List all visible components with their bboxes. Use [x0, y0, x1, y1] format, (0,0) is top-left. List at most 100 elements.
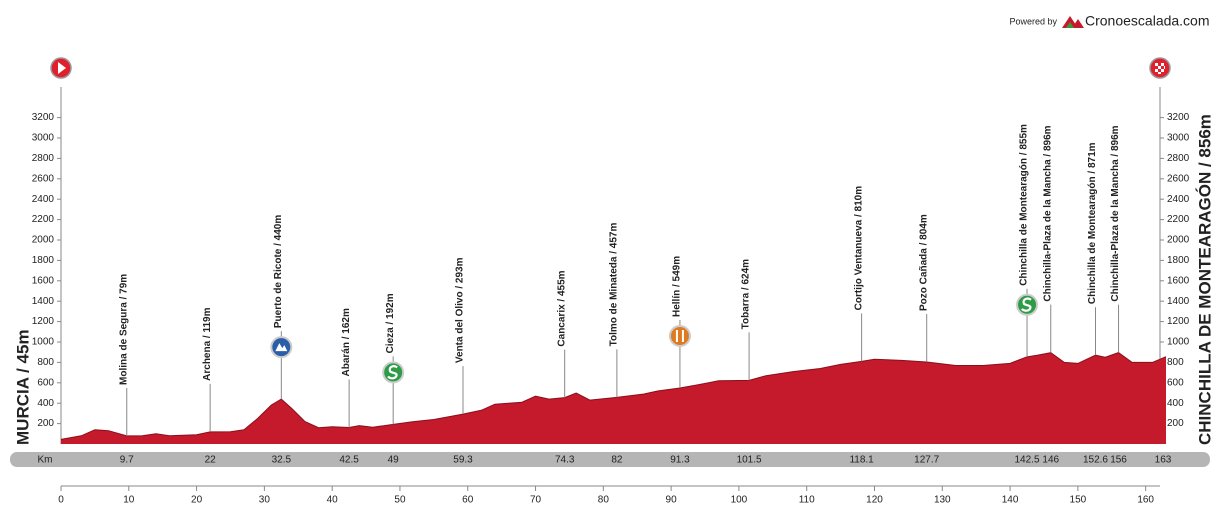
- y-tick-label-right: 2800: [1167, 153, 1190, 164]
- x-tick-label: 160: [1137, 495, 1154, 506]
- x-tick-label: 30: [259, 495, 271, 506]
- x-tick-label: 130: [934, 495, 951, 506]
- finish-icon-check: [1155, 63, 1165, 74]
- y-tick-label-right: 200: [1167, 418, 1184, 429]
- y-tick-label: 3000: [32, 133, 55, 144]
- x-tick-label: 0: [58, 495, 64, 506]
- km-strip-end: 163: [1155, 455, 1172, 466]
- waypoint-label: Tolmo de Minateda / 457m: [609, 223, 620, 347]
- x-tick-label: 50: [394, 495, 406, 506]
- waypoint-label: Abarán / 162m: [341, 308, 352, 376]
- y-tick-label: 1600: [32, 275, 55, 286]
- climb-glyph: [275, 343, 288, 352]
- y-tick-label-right: 2600: [1167, 173, 1190, 184]
- sprint-glyph: [387, 365, 398, 380]
- y-tick-label-right: 1000: [1167, 337, 1190, 348]
- sprint-glyph: [1021, 297, 1032, 312]
- y-tick-label-right: 2200: [1167, 214, 1190, 225]
- km-strip-label: 152.6: [1083, 455, 1108, 466]
- x-tick-label: 90: [666, 495, 678, 506]
- y-tick-label-right: 2400: [1167, 194, 1190, 205]
- y-tick-label-right: 400: [1167, 398, 1184, 409]
- km-strip-label: 127.7: [914, 455, 939, 466]
- elevation-area: [61, 352, 1166, 444]
- powered-by: Powered by: [1009, 16, 1057, 26]
- brand-logo: [1062, 16, 1084, 28]
- waypoint-label: Puerto de Ricote / 440m: [273, 215, 284, 328]
- x-tick-label: 60: [462, 495, 474, 506]
- km-strip-label: 49: [388, 455, 400, 466]
- km-strip-label: 91.3: [670, 455, 690, 466]
- y-tick-label-right: 1200: [1167, 316, 1190, 327]
- y-tick-label: 3200: [32, 112, 55, 123]
- waypoint-label: Molina de Segura / 79m: [118, 274, 129, 385]
- y-tick-label-right: 800: [1167, 357, 1184, 368]
- y-tick-label: 800: [37, 357, 54, 368]
- waypoint-label: Chinchilla de Montearagón / 855m: [1019, 124, 1030, 286]
- y-tick-label: 1400: [32, 296, 55, 307]
- y-tick-label: 600: [37, 377, 54, 388]
- x-tick-label: 80: [598, 495, 610, 506]
- y-tick-label: 1200: [32, 316, 55, 327]
- waypoint-label: Venta del Olivo / 293m: [455, 257, 466, 363]
- x-tick-label: 150: [1070, 495, 1087, 506]
- waypoint-icon: [668, 325, 691, 348]
- waypoint-label: Tobarra / 624m: [741, 259, 752, 330]
- y-tick-label-right: 1600: [1167, 275, 1190, 286]
- km-strip-label: 101.5: [737, 455, 762, 466]
- km-strip: [10, 452, 1210, 467]
- waypoint-label: Chinchilla-Plaza de la Mancha / 896m: [1042, 125, 1053, 301]
- y-tick-label: 2600: [32, 173, 55, 184]
- km-strip-label: 82: [611, 455, 623, 466]
- km-strip-label: 118.1: [849, 455, 874, 466]
- km-strip-label: 146: [1042, 455, 1059, 466]
- y-tick-label-right: 2000: [1167, 235, 1190, 246]
- km-strip-label: 59.3: [453, 455, 473, 466]
- y-tick-label: 1000: [32, 337, 55, 348]
- y-tick-label: 200: [37, 418, 54, 429]
- y-tick-label-right: 600: [1167, 377, 1184, 388]
- x-tick-label: 140: [1002, 495, 1019, 506]
- start-icon-arrow: [58, 62, 66, 74]
- x-tick-label: 40: [327, 495, 339, 506]
- waypoint-label: Cieza / 192m: [385, 293, 396, 353]
- x-tick-label: 20: [191, 495, 203, 506]
- y-tick-label: 2000: [32, 235, 55, 246]
- y-tick-label: 2800: [32, 153, 55, 164]
- km-strip-label: 42.5: [339, 455, 359, 466]
- waypoint-label: Cancarix / 455m: [556, 270, 567, 346]
- km-strip-label: 9.7: [120, 455, 134, 466]
- waypoint-label: Pozo Cañada / 804m: [918, 214, 929, 311]
- y-tick-label: 2200: [32, 214, 55, 225]
- x-tick-label: 110: [799, 495, 815, 506]
- km-strip-label: 22: [205, 455, 217, 466]
- waypoint-label: Archena / 119m: [202, 307, 213, 380]
- km-label: Km: [38, 455, 53, 466]
- waypoint-label: Chinchilla-Plaza de la Mancha / 896m: [1110, 125, 1121, 301]
- x-tick-label: 120: [866, 495, 883, 506]
- feed-glyph: [675, 330, 684, 343]
- y-tick-label-right: 3000: [1167, 133, 1190, 144]
- waypoint-label: Hellín / 549m: [672, 256, 683, 317]
- waypoint-label: Cortijo Ventanueva / 810m: [853, 186, 864, 311]
- y-tick-label-right: 1400: [1167, 296, 1190, 307]
- y-tick-label-right: 3200: [1167, 112, 1190, 123]
- y-tick-label-right: 1800: [1167, 255, 1190, 266]
- km-strip-label: 32.5: [272, 455, 292, 466]
- waypoint-label: Chinchilla de Montearagón / 871m: [1087, 142, 1098, 304]
- brand-logo-accent: [1066, 22, 1074, 28]
- brand: Cronoescalada.com: [1085, 13, 1210, 29]
- elevation-line: [60, 352, 1167, 440]
- start-label: MURCIA / 45m: [13, 329, 32, 445]
- y-tick-label: 1800: [32, 255, 55, 266]
- km-strip-label: 156: [1110, 455, 1127, 466]
- x-tick-label: 10: [123, 495, 135, 506]
- y-tick-label: 2400: [32, 194, 55, 205]
- x-tick-label: 100: [731, 495, 748, 506]
- km-strip-label: 142.5: [1015, 455, 1040, 466]
- x-tick-label: 70: [530, 495, 542, 506]
- y-tick-label: 400: [37, 398, 54, 409]
- km-strip-label: 74.3: [555, 455, 575, 466]
- finish-label: CHINCHILLA DE MONTEARAGÓN / 856m: [1195, 114, 1214, 445]
